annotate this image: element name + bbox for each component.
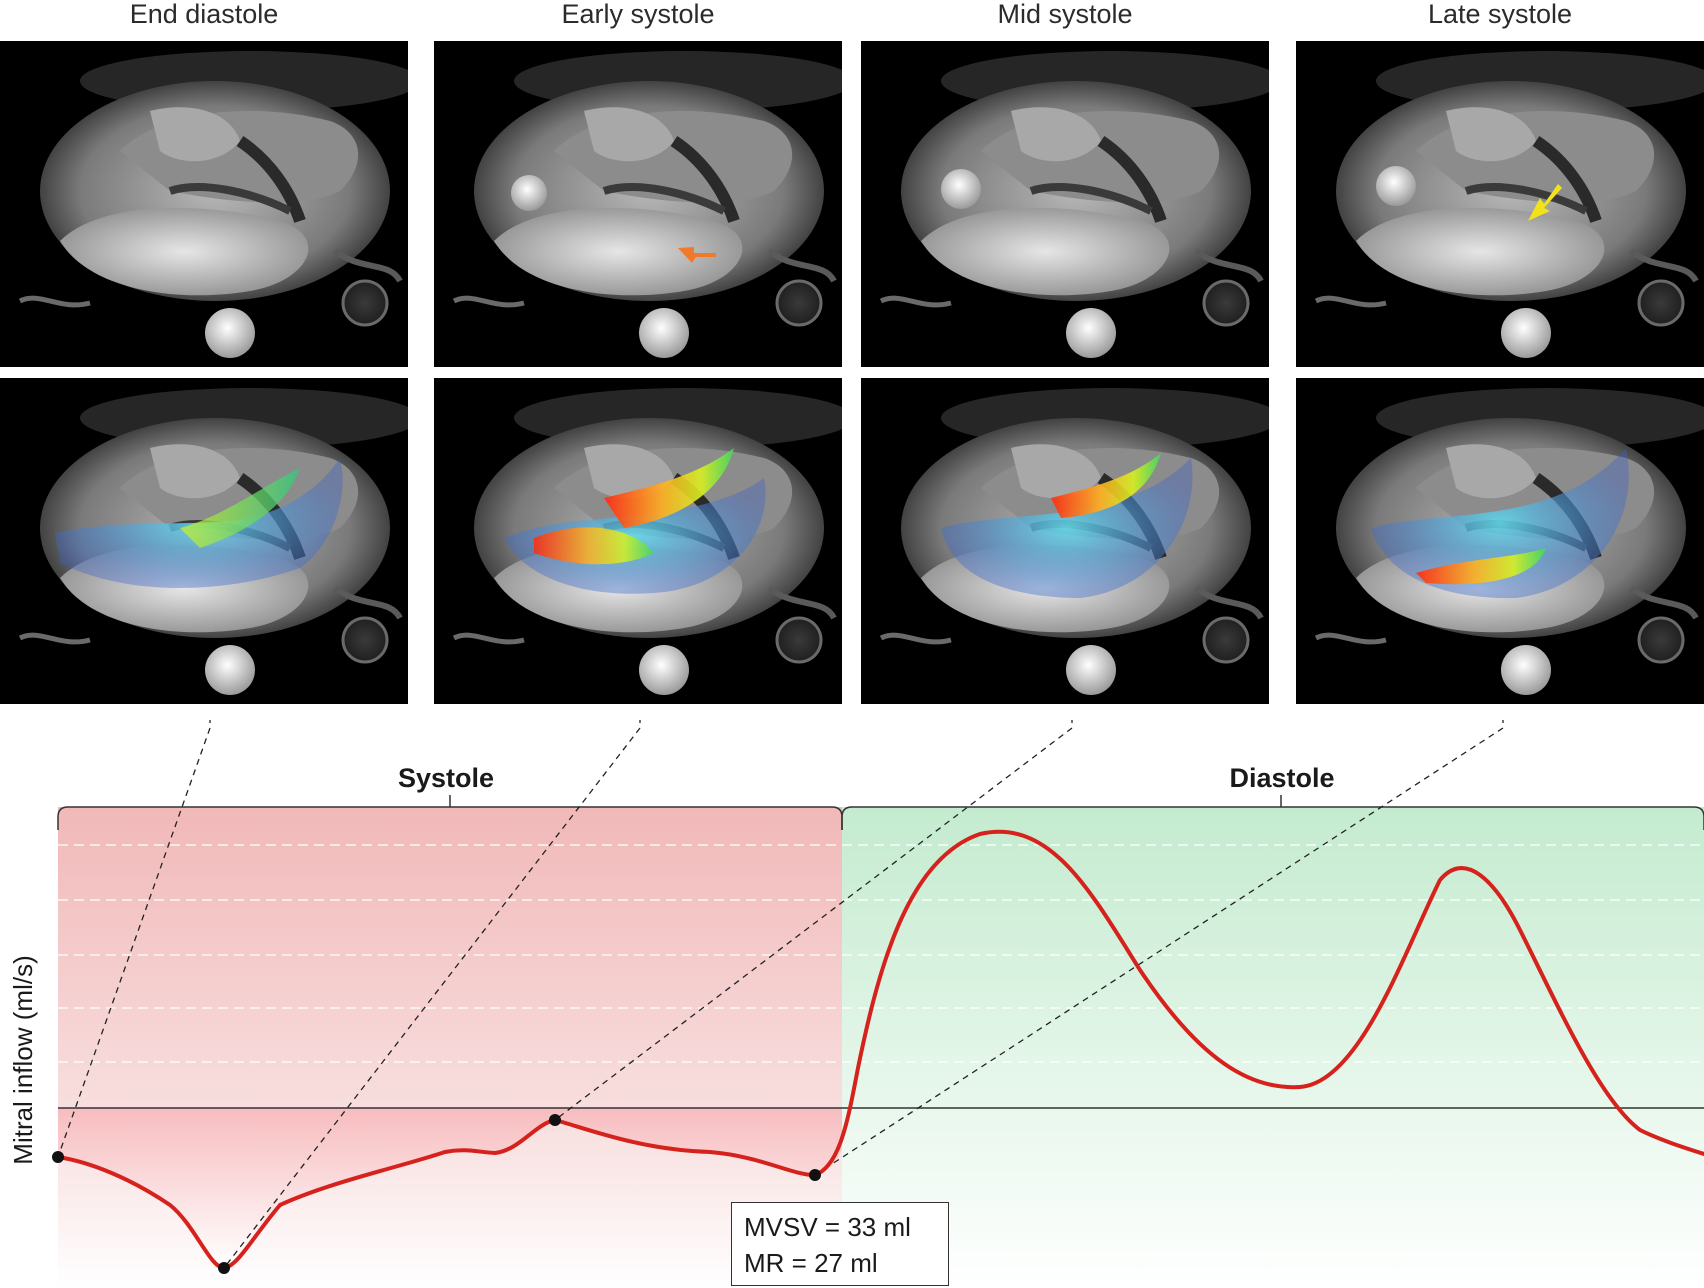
marker-late-systole — [809, 1169, 821, 1181]
frame-label-mid-systole: Mid systole — [997, 0, 1133, 29]
flow-panel-early-systole — [434, 378, 842, 704]
mri-panel-mid-systole — [861, 41, 1269, 367]
flow-panel-late-systole — [1296, 378, 1704, 704]
frame-label-end-diastole: End diastole — [129, 0, 279, 29]
marker-end-diastole — [52, 1151, 64, 1163]
flow-panel-mid-systole — [861, 378, 1269, 704]
y-axis-label: Mitral inflow (ml/s) — [8, 955, 38, 1164]
flow-panel-end-diastole — [0, 378, 408, 704]
yellow-arrow-icon — [1528, 184, 1562, 221]
diastole-bracket — [841, 806, 1704, 830]
mri-panel-late-systole — [1296, 41, 1704, 367]
mri-panel-early-systole — [434, 41, 842, 367]
marker-early-systole — [218, 1262, 230, 1274]
systole-region — [58, 807, 842, 1288]
mvsv-value: MVSV = 33 ml — [744, 1212, 911, 1242]
connector-lines — [57, 720, 1504, 1269]
orange-arrow-icon — [678, 247, 716, 263]
mitral-inflow-chart: Systole Diastole Mitral inflow (ml/s) — [8, 720, 1704, 1288]
mri-panel-end-diastole — [0, 41, 408, 367]
mr-value: MR = 27 ml — [744, 1248, 878, 1278]
diastole-label: Diastole — [1229, 763, 1334, 793]
frame-label-late-systole: Late systole — [1427, 0, 1573, 29]
diastole-region — [842, 807, 1704, 1288]
systole-label: Systole — [398, 763, 494, 793]
gridlines — [58, 844, 1704, 1063]
marker-mid-systole — [549, 1114, 561, 1126]
mitral-inflow-curve — [56, 829, 1704, 1270]
frame-label-early-systole: Early systole — [561, 0, 715, 29]
volume-annotation: MVSV = 33 ml MR = 27 ml — [731, 1202, 949, 1286]
